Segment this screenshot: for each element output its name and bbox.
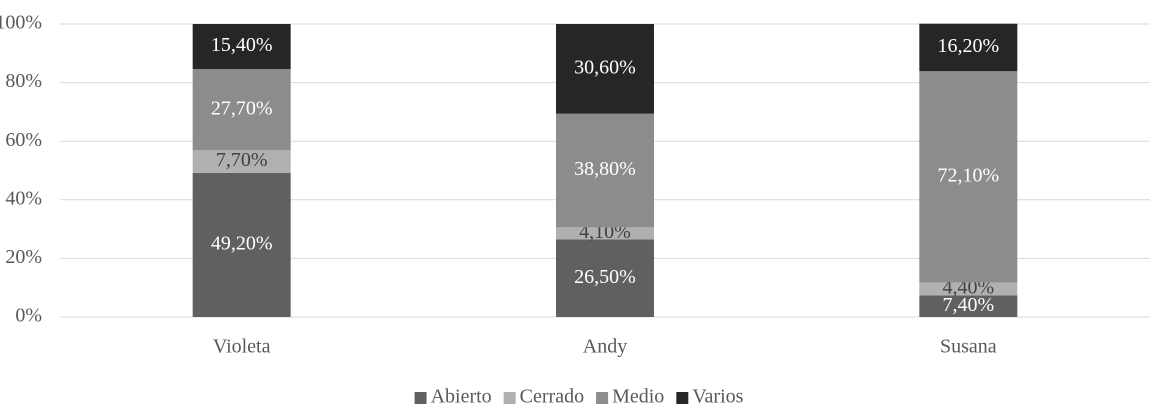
bar-segment	[919, 23, 1018, 72]
legend-swatch	[414, 392, 427, 404]
legend-swatch	[596, 392, 609, 404]
y-tick-label: 20%	[5, 246, 42, 268]
legend-swatch	[676, 392, 689, 404]
x-tick-label: Andy	[583, 336, 627, 358]
data-label: 27,70%	[211, 97, 273, 119]
data-label: 26,50%	[574, 266, 636, 288]
data-label: 16,20%	[937, 35, 999, 57]
bar-segment	[192, 24, 291, 70]
data-label: 7,70%	[216, 149, 268, 171]
x-tick-label: Susana	[940, 336, 997, 358]
y-tick-label: 40%	[5, 187, 42, 209]
bar-segment	[192, 150, 291, 173]
x-tick-label: Violeta	[213, 336, 271, 358]
bar-segment	[919, 295, 1018, 317]
legend-label: Cerrado	[520, 386, 584, 408]
bar-segment	[556, 227, 654, 240]
data-label: 7,40%	[942, 294, 994, 316]
y-tick-label: 100%	[0, 12, 42, 34]
bar-segment	[556, 239, 654, 317]
legend-label: Abierto	[431, 386, 492, 408]
bar-segment	[192, 69, 291, 151]
data-label: 49,20%	[211, 233, 273, 255]
legend-label: Varios	[692, 386, 743, 408]
data-label: 72,10%	[937, 164, 999, 186]
y-tick-label: 60%	[5, 129, 42, 151]
bar-segment	[556, 24, 654, 114]
bar-segment	[556, 113, 654, 228]
bar-segment	[919, 71, 1018, 283]
y-tick-label: 0%	[15, 305, 42, 327]
bar-segment	[919, 282, 1018, 296]
data-label: 30,60%	[574, 56, 636, 78]
legend-label: Medio	[612, 386, 664, 408]
bar-segment	[192, 172, 291, 317]
y-tick-label: 80%	[5, 70, 42, 92]
data-label: 38,80%	[574, 158, 636, 180]
legend-swatch	[503, 392, 516, 404]
data-label: 15,40%	[211, 34, 273, 56]
